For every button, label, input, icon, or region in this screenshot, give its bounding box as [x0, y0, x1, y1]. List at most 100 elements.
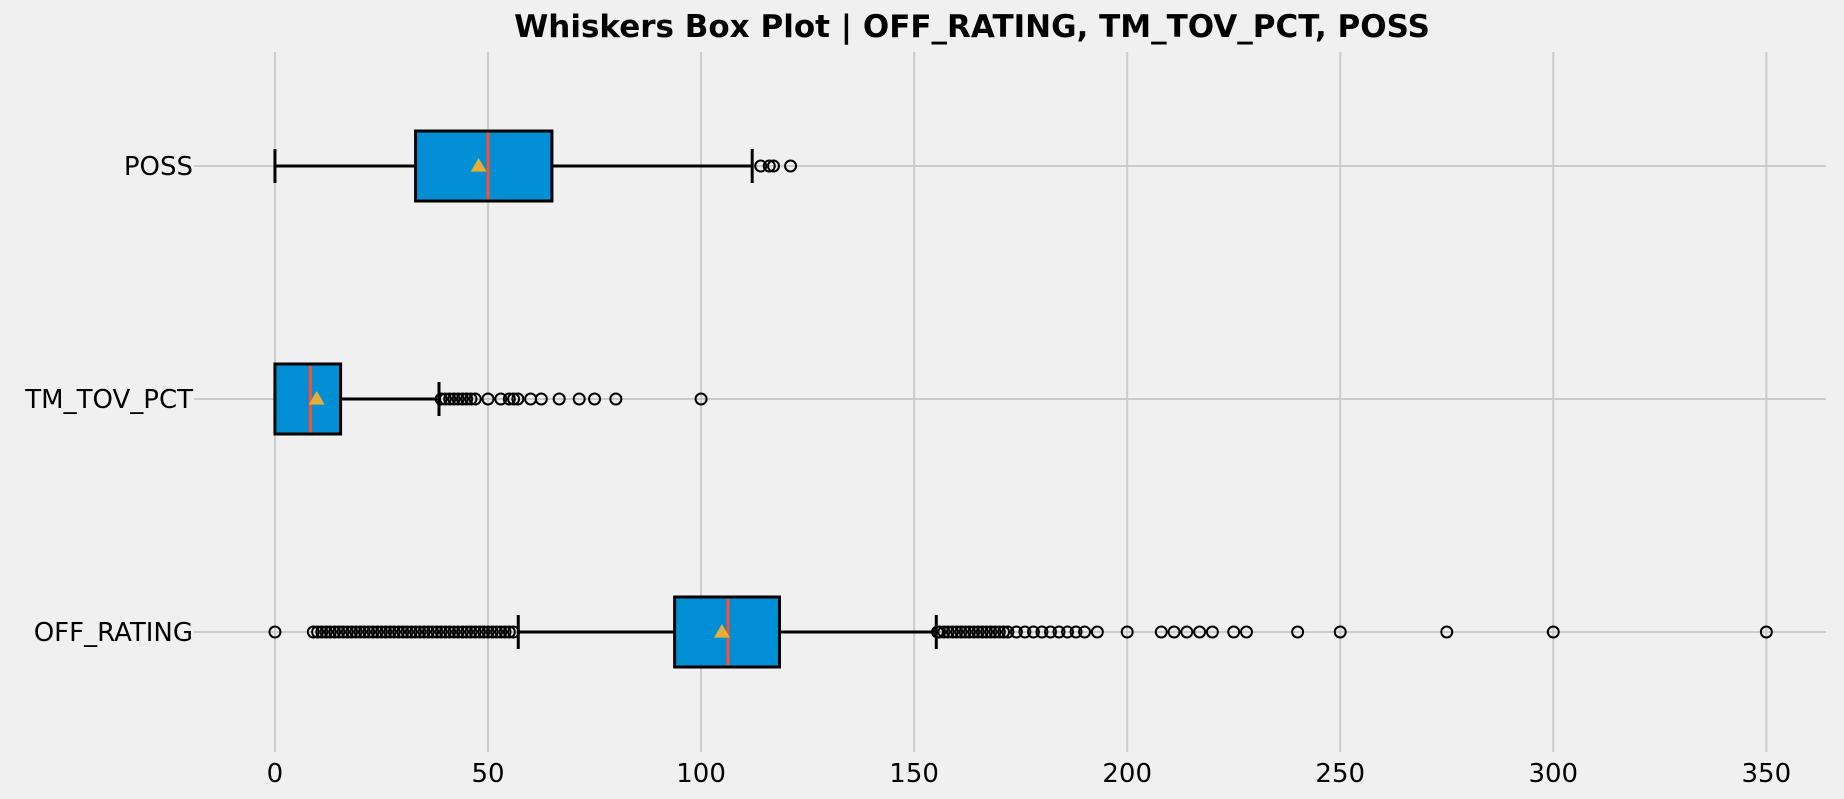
outlier-point	[534, 392, 548, 406]
outlier-point	[945, 625, 959, 639]
outlier-point	[455, 392, 469, 406]
outlier-point	[328, 625, 342, 639]
outlier-point	[447, 392, 461, 406]
outlier-point	[1061, 625, 1075, 639]
outlier-point	[1001, 625, 1015, 639]
outlier-point	[1035, 625, 1049, 639]
outlier-point	[396, 625, 410, 639]
outlier-point	[392, 625, 406, 639]
outlier-point	[941, 625, 955, 639]
outlier-point	[1759, 625, 1773, 639]
outlier-point	[455, 625, 469, 639]
mean-marker	[308, 391, 325, 405]
outlier-point	[954, 625, 968, 639]
y-tick-label: POSS	[124, 152, 193, 182]
outlier-point	[336, 625, 350, 639]
outlier-point	[306, 625, 320, 639]
outlier-point	[315, 625, 329, 639]
outlier-point	[1546, 625, 1560, 639]
outlier-point	[323, 625, 337, 639]
outlier-point	[609, 392, 623, 406]
outlier-point	[311, 625, 325, 639]
tick-labels: 0 50 100 150 200 250 300 350 OFF_RATING TM_TOV_PC…	[24, 152, 1791, 789]
outlier-point	[268, 625, 282, 639]
outlier-point	[963, 625, 977, 639]
boxes-layer	[268, 129, 1773, 669]
outlier-point	[498, 625, 512, 639]
outlier-point	[438, 392, 452, 406]
outlier-point	[950, 625, 964, 639]
outlier-point	[971, 625, 985, 639]
outlier-point	[468, 625, 482, 639]
outlier-point	[353, 625, 367, 639]
outlier-point	[464, 392, 478, 406]
x-tick-label: 150	[889, 759, 939, 789]
outlier-point	[319, 625, 333, 639]
outlier-point	[1227, 625, 1241, 639]
outlier-point	[1239, 625, 1253, 639]
outlier-point	[572, 392, 586, 406]
outlier-point	[502, 392, 516, 406]
outlier-point	[1090, 625, 1104, 639]
outlier-point	[507, 625, 521, 639]
box-poss	[273, 129, 798, 203]
outlier-point	[374, 625, 388, 639]
outlier-point	[507, 392, 521, 406]
outlier-point	[451, 392, 465, 406]
outlier-point	[443, 392, 457, 406]
x-tick-label: 300	[1528, 759, 1578, 789]
outlier-point	[784, 159, 798, 173]
outlier-point	[997, 625, 1011, 639]
outlier-point	[1018, 625, 1032, 639]
mean-marker	[713, 624, 730, 638]
box-off-rating	[268, 595, 1773, 669]
x-tick-label: 50	[471, 759, 504, 789]
outlier-point	[694, 392, 708, 406]
outlier-point	[494, 392, 508, 406]
outlier-point	[485, 625, 499, 639]
outlier-point	[379, 625, 393, 639]
outlier-point	[481, 392, 495, 406]
outlier-point	[992, 625, 1006, 639]
outlier-point	[1069, 625, 1083, 639]
outlier-point	[552, 392, 566, 406]
outlier-point	[1440, 625, 1454, 639]
y-tick-label: OFF_RATING	[34, 618, 193, 648]
chart-title: Whiskers Box Plot | OFF_RATING, TM_TOV_P…	[514, 9, 1430, 45]
outlier-point	[502, 625, 516, 639]
outlier-point	[387, 625, 401, 639]
outlier-point	[984, 625, 998, 639]
outlier-point	[472, 625, 486, 639]
y-tick-label: TM_TOV_PCT	[24, 385, 193, 415]
outlier-point	[1180, 625, 1194, 639]
outlier-point	[438, 625, 452, 639]
outlier-point	[1052, 625, 1066, 639]
outlier-point	[332, 625, 346, 639]
outlier-point	[460, 625, 474, 639]
outlier-point	[588, 392, 602, 406]
outlier-point	[490, 625, 504, 639]
outlier-point	[988, 625, 1002, 639]
outlier-point	[933, 625, 947, 639]
outlier-point	[1154, 625, 1168, 639]
outlier-point	[1120, 625, 1134, 639]
outlier-point	[400, 625, 414, 639]
outlier-point	[340, 625, 354, 639]
mean-marker	[470, 158, 487, 172]
outlier-point	[481, 625, 495, 639]
outlier-point	[460, 392, 474, 406]
outlier-point	[357, 625, 371, 639]
outlier-point	[362, 625, 376, 639]
outlier-point	[1193, 625, 1207, 639]
outlier-point	[1078, 625, 1092, 639]
outlier-point	[1009, 625, 1023, 639]
outlier-point	[447, 625, 461, 639]
outlier-point	[345, 625, 359, 639]
outlier-point	[937, 625, 951, 639]
outlier-point	[434, 625, 448, 639]
outlier-point	[451, 625, 465, 639]
x-tick-label: 200	[1102, 759, 1152, 789]
outlier-point	[762, 159, 776, 173]
